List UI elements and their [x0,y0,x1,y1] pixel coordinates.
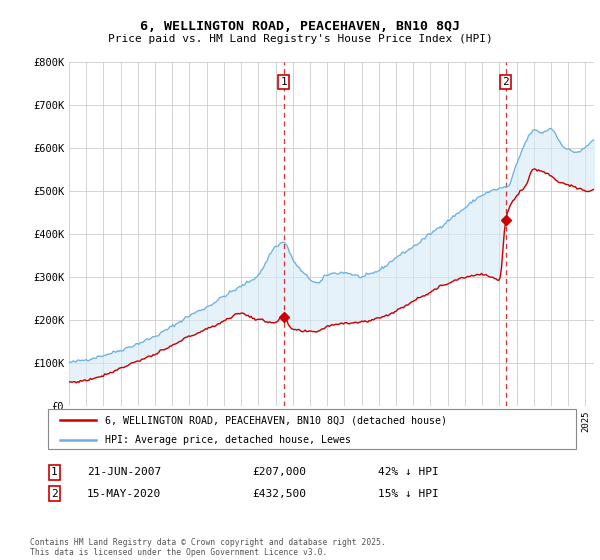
Text: Contains HM Land Registry data © Crown copyright and database right 2025.
This d: Contains HM Land Registry data © Crown c… [30,538,386,557]
Text: 42% ↓ HPI: 42% ↓ HPI [378,467,439,477]
Text: £207,000: £207,000 [252,467,306,477]
Text: 21-JUN-2007: 21-JUN-2007 [87,467,161,477]
Text: 2: 2 [502,77,509,87]
Text: 6, WELLINGTON ROAD, PEACEHAVEN, BN10 8QJ (detached house): 6, WELLINGTON ROAD, PEACEHAVEN, BN10 8QJ… [105,415,447,425]
Text: Price paid vs. HM Land Registry's House Price Index (HPI): Price paid vs. HM Land Registry's House … [107,34,493,44]
Text: 15% ↓ HPI: 15% ↓ HPI [378,489,439,499]
Text: 15-MAY-2020: 15-MAY-2020 [87,489,161,499]
Text: 2: 2 [51,489,58,499]
Text: 6, WELLINGTON ROAD, PEACEHAVEN, BN10 8QJ: 6, WELLINGTON ROAD, PEACEHAVEN, BN10 8QJ [140,20,460,32]
Text: £432,500: £432,500 [252,489,306,499]
Text: 1: 1 [51,467,58,477]
Text: HPI: Average price, detached house, Lewes: HPI: Average price, detached house, Lewe… [105,435,351,445]
Text: 1: 1 [280,77,287,87]
